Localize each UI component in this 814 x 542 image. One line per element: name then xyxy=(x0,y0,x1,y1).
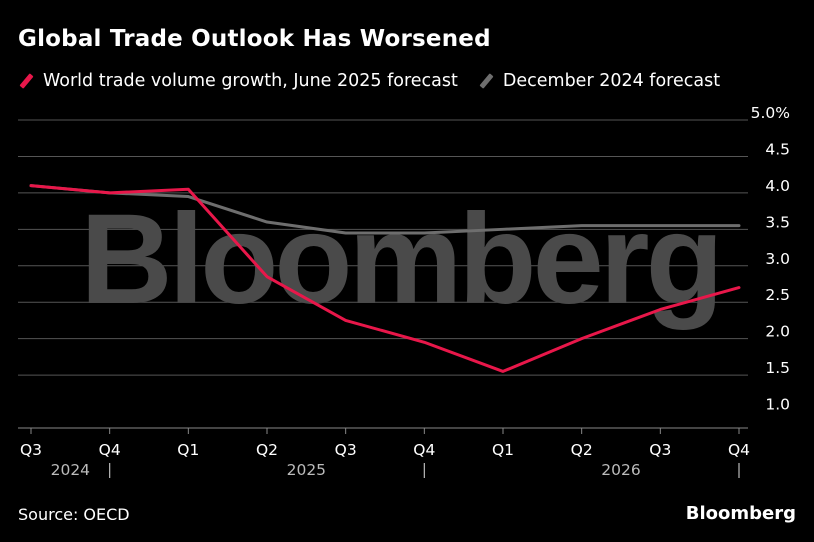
x-tick-label: Q4 xyxy=(413,441,435,459)
y-tick-label: 1.0 xyxy=(765,396,790,414)
series-line-december-2024 xyxy=(29,184,741,235)
chart-title: Global Trade Outlook Has Worsened xyxy=(18,26,491,52)
x-axis: Q3 Q4 Q1 Q2 Q3 Q4 Q1 Q2 Q3 Q4 2024 2025 2026 xyxy=(20,428,750,479)
x-tick-label: Q4 xyxy=(728,441,750,459)
y-tick-label: 3.5 xyxy=(765,213,790,231)
source-note: Source: OECD xyxy=(18,505,130,524)
y-tick-label: 5.0% xyxy=(751,104,790,122)
brand-logo: Bloomberg xyxy=(685,503,796,524)
legend-item-june: World trade volume growth, June 2025 for… xyxy=(18,71,458,91)
series-line-june-2025 xyxy=(29,184,741,373)
y-tick-label: 2.0 xyxy=(765,323,790,341)
x-tick-label: Q1 xyxy=(177,441,199,459)
year-label: 2026 xyxy=(601,461,640,479)
year-label: 2024 xyxy=(51,461,90,479)
x-tick-label: Q1 xyxy=(492,441,514,459)
grid-lines xyxy=(18,119,748,429)
legend-label-december: December 2024 forecast xyxy=(502,71,721,91)
y-tick-label: 2.5 xyxy=(765,286,790,304)
year-label: 2025 xyxy=(287,461,326,479)
legend-label-june: World trade volume growth, June 2025 for… xyxy=(43,71,458,91)
y-tick-label: 1.5 xyxy=(765,359,790,377)
legend-item-december: December 2024 forecast xyxy=(478,71,720,91)
legend: World trade volume growth, June 2025 for… xyxy=(18,68,740,94)
x-tick-label: Q3 xyxy=(20,441,42,459)
y-tick-label: 3.0 xyxy=(765,250,790,268)
y-tick-label: 4.5 xyxy=(765,140,790,158)
x-tick-label: Q2 xyxy=(256,441,278,459)
x-tick-label: Q3 xyxy=(649,441,671,459)
series-lines xyxy=(29,184,741,373)
y-axis: 1.0 1.5 2.0 2.5 3.0 3.5 4.0 4.5 5.0% xyxy=(751,104,790,414)
y-tick-label: 4.0 xyxy=(765,177,790,195)
x-tick-label: Q2 xyxy=(571,441,593,459)
watermark-logo: Bloomberg xyxy=(80,188,720,331)
x-tick-label: Q4 xyxy=(99,441,121,459)
x-tick-label: Q3 xyxy=(335,441,357,459)
